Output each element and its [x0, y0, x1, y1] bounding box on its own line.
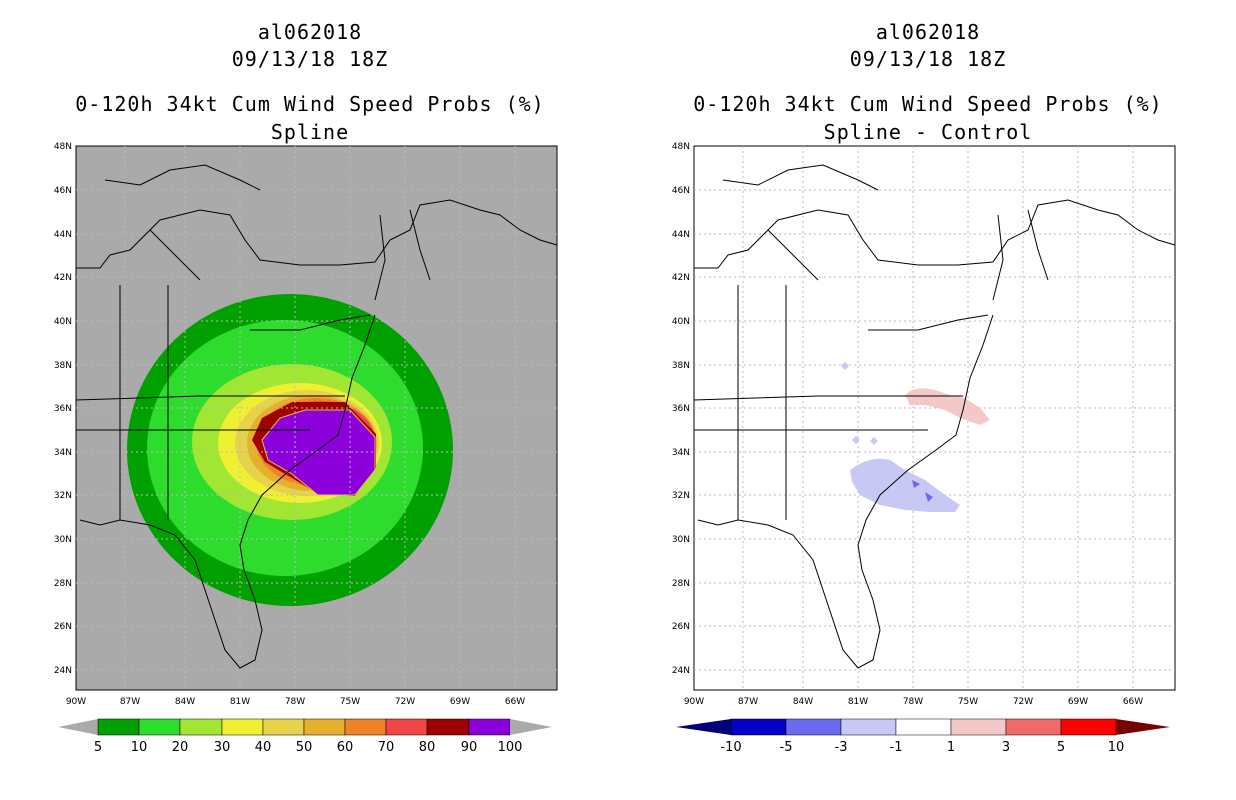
lat-label: 28N: [672, 579, 690, 589]
lat-label: 30N: [54, 535, 72, 545]
right-datetime: 09/13/18 18Z: [849, 47, 1007, 71]
lat-label: 48N: [672, 142, 690, 152]
left-product-title: 0-120h 34kt Cum Wind Speed Probs (%): [75, 92, 545, 116]
lat-label: 42N: [672, 273, 690, 283]
lon-label: 90W: [684, 697, 704, 707]
lon-label: 75W: [958, 697, 978, 707]
left-coastlines: [75, 164, 558, 669]
lat-label: 48N: [54, 142, 72, 152]
lat-label: 44N: [54, 230, 72, 240]
lat-label: 26N: [672, 622, 690, 632]
colorbar-label: 10: [1108, 740, 1125, 755]
colorbar-label: 60: [337, 740, 354, 755]
colorbar-label: -1: [890, 740, 903, 755]
left-subtitle: Spline: [270, 120, 350, 144]
lon-label: 75W: [340, 697, 360, 707]
lon-label: 90W: [66, 697, 86, 707]
right-colorbar: -10 -5 -3 -1 1 3 5 10: [676, 718, 1170, 755]
lat-label: 46N: [54, 186, 72, 196]
lat-label: 24N: [672, 666, 690, 676]
colorbar-label: 80: [419, 740, 436, 755]
lat-label: 40N: [672, 317, 690, 327]
lon-label: 69W: [1068, 697, 1088, 707]
colorbar-label: 5: [1057, 740, 1065, 755]
negative-diff-spot: [870, 437, 878, 445]
lat-label: 32N: [54, 491, 72, 501]
colorbar-label: 100: [498, 740, 523, 755]
colorbar-label: 20: [172, 740, 189, 755]
right-map-panel: 48N 46N 44N 42N 40N 38N 36N 34N 32N 30N …: [672, 142, 1176, 755]
lat-label: 30N: [672, 535, 690, 545]
lat-label: 28N: [54, 579, 72, 589]
left-storm-id: al062018: [257, 20, 363, 44]
lon-label: 66W: [505, 697, 525, 707]
colorbar-label: 70: [378, 740, 395, 755]
lon-label: 69W: [450, 697, 470, 707]
left-colorbar: 5 10 20 30 40 50 60 70 80 90 100: [58, 718, 552, 755]
right-storm-id: al062018: [875, 20, 981, 44]
lon-label: 72W: [395, 697, 415, 707]
negative-diff-core: [925, 492, 933, 502]
lon-label: 87W: [738, 697, 758, 707]
left-datetime: 09/13/18 18Z: [231, 47, 389, 71]
lat-label: 34N: [54, 448, 72, 458]
lon-label: 78W: [903, 697, 923, 707]
lat-label: 34N: [672, 448, 690, 458]
left-map-panel: 48N 46N 44N 42N 40N 38N 36N 34N 32N 30N …: [54, 142, 558, 755]
lon-label: 87W: [120, 697, 140, 707]
colorbar-label: -3: [835, 740, 848, 755]
colorbar-label: 3: [1002, 740, 1010, 755]
colorbar-label: -5: [780, 740, 793, 755]
colorbar-label: 10: [131, 740, 148, 755]
lat-label: 42N: [54, 273, 72, 283]
lat-label: 36N: [672, 404, 690, 414]
lat-label: 38N: [672, 361, 690, 371]
lat-label: 38N: [54, 361, 72, 371]
lat-label: 40N: [54, 317, 72, 327]
lat-label: 46N: [672, 186, 690, 196]
colorbar-label: 50: [296, 740, 313, 755]
lon-label: 81W: [848, 697, 868, 707]
colorbar-label: 1: [947, 740, 955, 755]
prob-100-contour: [261, 409, 376, 496]
lon-label: 84W: [793, 697, 813, 707]
lon-label: 81W: [230, 697, 250, 707]
negative-diff-spot: [852, 436, 860, 444]
lon-label: 66W: [1123, 697, 1143, 707]
right-coastlines: [693, 164, 1176, 669]
lat-label: 32N: [672, 491, 690, 501]
colorbar-label: 90: [461, 740, 478, 755]
lat-label: 26N: [54, 622, 72, 632]
colorbar-label: 30: [214, 740, 231, 755]
lon-label: 84W: [175, 697, 195, 707]
right-product-title: 0-120h 34kt Cum Wind Speed Probs (%): [693, 92, 1163, 116]
lat-label: 44N: [672, 230, 690, 240]
negative-diff-spot: [841, 362, 849, 370]
lat-label: 24N: [54, 666, 72, 676]
colorbar-label: 5: [94, 740, 102, 755]
colorbar-label: -10: [720, 740, 741, 755]
lon-label: 72W: [1013, 697, 1033, 707]
positive-diff-area: [905, 388, 990, 425]
lon-label: 78W: [285, 697, 305, 707]
negative-diff-core: [912, 480, 920, 488]
lat-label: 36N: [54, 404, 72, 414]
colorbar-label: 40: [255, 740, 272, 755]
right-subtitle: Spline - Control: [823, 120, 1033, 144]
